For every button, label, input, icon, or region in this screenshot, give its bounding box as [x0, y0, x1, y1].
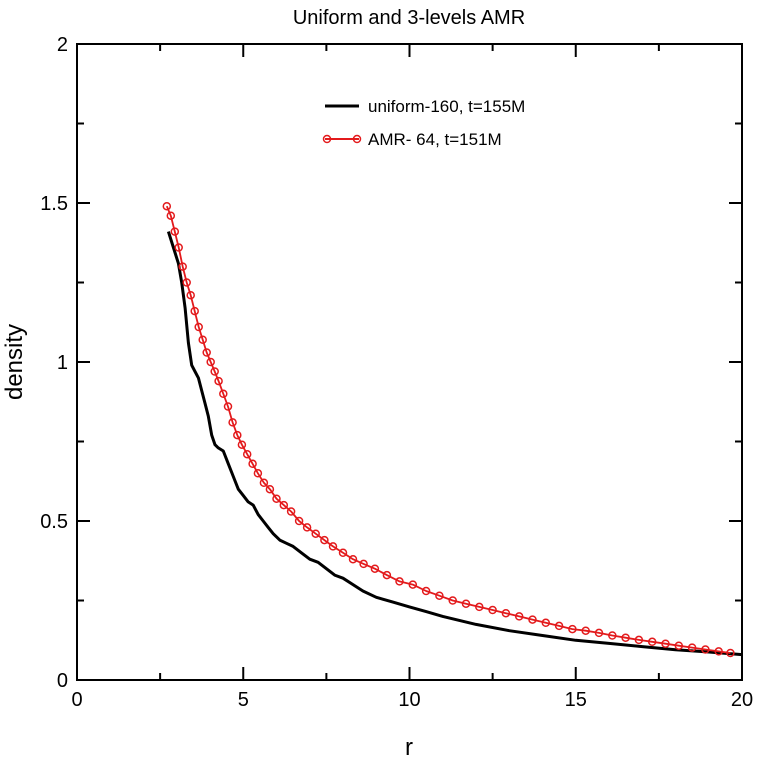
- data-point: [554, 621, 564, 631]
- data-point: [242, 449, 252, 459]
- data-point: [202, 348, 211, 357]
- data-point: [687, 643, 697, 652]
- data-point: [726, 648, 735, 658]
- data-point: [370, 564, 380, 573]
- data-point: [170, 227, 180, 236]
- data-point: [701, 645, 710, 654]
- data-point: [259, 478, 269, 488]
- data-point: [528, 615, 537, 624]
- y-tick-label: 0: [57, 670, 68, 692]
- x-tick-label: 5: [238, 689, 249, 711]
- data-point: [421, 586, 431, 596]
- data-point: [608, 631, 617, 640]
- data-point: [359, 559, 368, 569]
- data-point: [621, 633, 630, 642]
- data-point: [219, 389, 228, 399]
- data-point: [294, 516, 304, 526]
- data-point: [186, 290, 195, 300]
- data-point: [661, 639, 670, 648]
- data-point: [265, 484, 275, 494]
- data-point: [461, 599, 471, 608]
- data-point: [568, 624, 577, 634]
- data-point: [182, 278, 191, 287]
- series-group: [162, 201, 743, 658]
- data-point: [448, 596, 457, 605]
- data-point: [328, 542, 338, 551]
- data-point: [210, 367, 219, 376]
- x-tick-label: 10: [398, 689, 420, 711]
- data-point: [311, 529, 320, 538]
- data-point: [514, 612, 524, 621]
- x-tick-label: 15: [565, 689, 587, 711]
- y-tick-label: 2: [57, 34, 68, 56]
- data-point: [302, 523, 312, 532]
- data-point: [237, 440, 247, 449]
- data-point: [286, 507, 296, 516]
- data-point: [320, 535, 329, 545]
- data-point: [190, 306, 199, 316]
- legend-marker-amr-2: [352, 134, 362, 144]
- data-point: [395, 577, 404, 586]
- data-point: [272, 494, 281, 503]
- data-point: [253, 469, 263, 478]
- data-point: [475, 602, 484, 612]
- data-point: [194, 322, 203, 332]
- data-point: [674, 641, 684, 650]
- data-point: [248, 459, 257, 469]
- data-point: [338, 548, 348, 558]
- data-point: [162, 201, 172, 211]
- chart-title: Uniform and 3-levels AMR: [293, 7, 525, 29]
- y-tick-label: 1: [57, 352, 68, 374]
- data-point: [233, 430, 242, 440]
- legend-label-amr: AMR- 64, t=151M: [368, 130, 502, 149]
- data-point: [348, 554, 358, 564]
- data-point: [488, 605, 497, 615]
- y-tick-label: 0.5: [40, 511, 68, 533]
- axis-ticks: 0 5 10 15 20 0 0.5 1 1.5 2: [40, 34, 753, 711]
- data-point: [174, 243, 183, 252]
- data-point: [647, 637, 657, 647]
- data-point: [714, 647, 723, 656]
- data-point: [382, 570, 392, 580]
- data-point: [634, 635, 644, 645]
- legend-marker-amr-1: [322, 134, 332, 144]
- data-point: [581, 626, 590, 635]
- y-tick-label: 1.5: [40, 193, 68, 215]
- data-point: [279, 500, 289, 510]
- data-point: [408, 580, 418, 589]
- x-tick-label: 20: [731, 689, 753, 711]
- data-point: [198, 335, 207, 344]
- data-point: [206, 357, 215, 367]
- x-axis-label: r: [405, 734, 413, 761]
- series-line-1: [165, 205, 731, 654]
- y-axis-label: density: [1, 324, 28, 400]
- data-point: [214, 376, 223, 386]
- legend-label-uniform: uniform-160, t=155M: [368, 97, 525, 116]
- data-point: [223, 402, 233, 411]
- x-tick-label: 0: [71, 689, 82, 711]
- data-point: [178, 262, 187, 271]
- data-point: [541, 618, 551, 628]
- data-point: [166, 211, 176, 220]
- data-point: [594, 628, 604, 638]
- data-point: [435, 591, 444, 600]
- legend: uniform-160, t=155M AMR- 64, t=151M: [322, 97, 525, 149]
- data-point: [501, 608, 511, 618]
- data-point: [228, 418, 237, 427]
- series-line-0: [166, 231, 743, 657]
